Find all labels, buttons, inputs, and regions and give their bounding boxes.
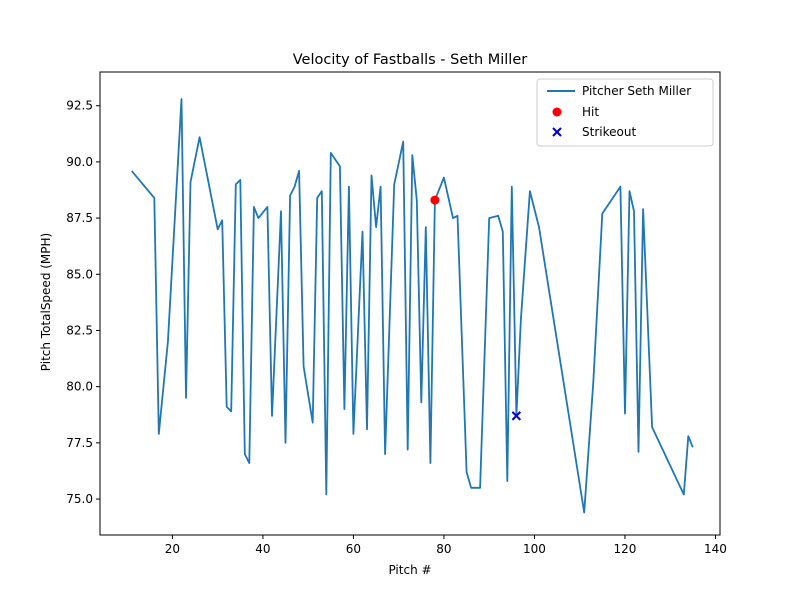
y-tick-label: 87.5 [66, 211, 93, 225]
y-tick-label: 75.0 [66, 492, 93, 506]
x-tick-label: 60 [346, 542, 361, 556]
y-tick-label: 85.0 [66, 267, 93, 281]
chart-title: Velocity of Fastballs - Seth Miller [293, 52, 527, 68]
legend-frame [536, 78, 714, 147]
axes-frame [99, 71, 721, 536]
legend: Pitcher Seth Miller Hit Strikeout [536, 78, 714, 147]
plot-area: 20 40 60 80 100 120 140 75.0 77.5 80.0 82.5 85.0 87.… [66, 71, 727, 556]
x-tick-label: 40 [255, 542, 270, 556]
y-tick-label: 90.0 [66, 155, 93, 169]
y-axis-title: Pitch TotalSpeed (MPH) [39, 233, 53, 371]
y-tick-label: 82.5 [66, 323, 93, 337]
hit-marker [430, 195, 440, 205]
x-tick-label: 120 [614, 542, 637, 556]
x-tick-label: 140 [704, 542, 727, 556]
legend-label-strikeout: Strikeout [582, 125, 636, 139]
x-axis-title: Pitch # [388, 563, 431, 577]
x-tick-label: 80 [436, 542, 451, 556]
series-line [131, 98, 694, 514]
legend-hit-marker-icon [552, 107, 562, 117]
y-tick-label: 80.0 [66, 380, 93, 394]
legend-label-series: Pitcher Seth Miller [582, 84, 691, 98]
legend-label-hit: Hit [582, 105, 599, 119]
x-tick-label: 20 [165, 542, 180, 556]
x-tick-label: 100 [523, 542, 546, 556]
strikeout-marker [511, 411, 522, 421]
y-tick-label: 77.5 [66, 436, 93, 450]
legend-strikeout-marker-icon [552, 127, 562, 137]
y-tick-label: 92.5 [66, 99, 93, 113]
